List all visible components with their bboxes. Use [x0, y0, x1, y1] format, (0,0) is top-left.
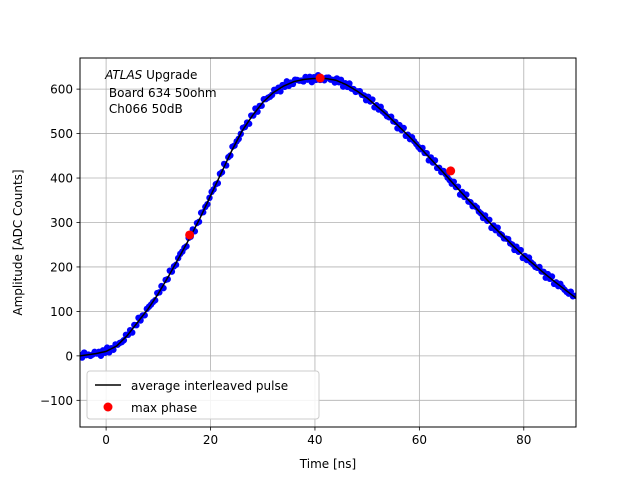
max-phase-point	[315, 73, 325, 83]
average-pulse-path	[80, 77, 576, 357]
sample-point	[141, 312, 148, 319]
legend-label-max-phase: max phase	[131, 401, 197, 415]
annotation-atlas: ATLAS	[104, 68, 143, 82]
y-tick-label: 0	[65, 349, 73, 363]
legend-box	[86, 370, 320, 420]
y-tick-label: 200	[50, 260, 73, 274]
legend-label-average-pulse: average interleaved pulse	[131, 379, 288, 393]
y-tick-label: 300	[50, 216, 73, 230]
average-pulse-line	[80, 77, 576, 357]
max-phase-point	[185, 230, 195, 240]
sample-point	[268, 91, 276, 99]
x-tick-label: 60	[412, 433, 427, 447]
atlas-annotation: ATLAS Upgrade Board 634 50ohm Ch066 50dB	[104, 68, 217, 116]
legend: average interleaved pulse max phase	[86, 370, 320, 420]
sample-point	[454, 183, 462, 190]
x-tick-label: 0	[102, 433, 110, 447]
x-tick-label: 40	[307, 433, 322, 447]
max-phase-points	[185, 73, 456, 240]
sample-point	[258, 102, 265, 109]
max-phase-point	[446, 166, 456, 176]
annotation-line-3: Ch066 50dB	[105, 102, 183, 116]
x-tick-label: 20	[203, 433, 218, 447]
sample-point	[137, 317, 144, 324]
y-tick-label: 100	[50, 305, 73, 319]
annotation-line-2: Board 634 50ohm	[105, 86, 217, 100]
sample-point	[423, 149, 430, 157]
y-tick-label: 500	[50, 127, 73, 141]
y-tick-label: 600	[50, 83, 73, 97]
plot-frame	[79, 57, 577, 428]
y-axis-label: Amplitude [ADC Counts]	[11, 169, 25, 315]
x-tick-label: 80	[516, 433, 531, 447]
axis-ticks: 0 20 40 60 80 −100 0 100 200 300 400 500 600	[40, 83, 531, 447]
y-tick-label: −100	[40, 394, 73, 408]
sample-point	[120, 336, 128, 344]
annotation-line-1: ATLAS Upgrade	[104, 68, 197, 82]
y-tick-label: 400	[50, 172, 73, 186]
x-axis-label: Time [ns]	[299, 457, 356, 471]
legend-dot-marker	[103, 402, 113, 412]
annotation-upgrade: Upgrade	[142, 68, 197, 82]
